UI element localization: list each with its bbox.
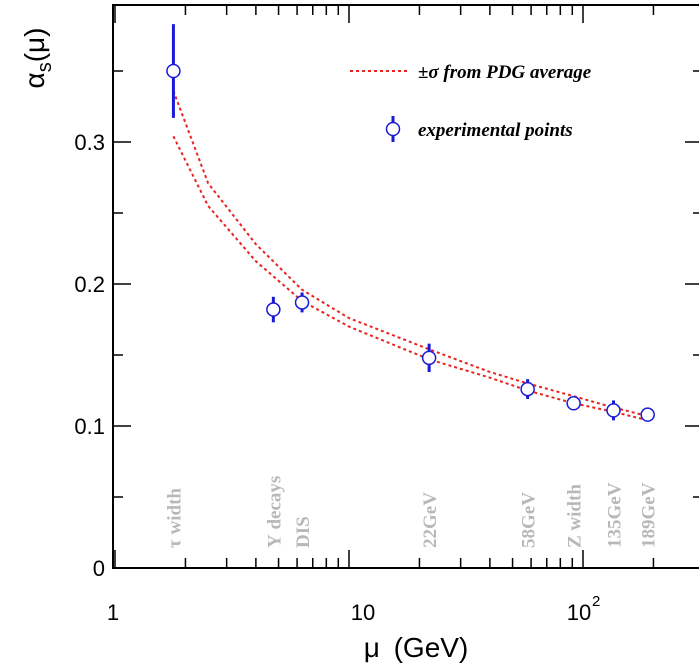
category-label: Υ decays	[264, 476, 285, 548]
x-tick-label-100-base: 10	[567, 600, 591, 625]
pdg-band	[172, 90, 648, 422]
legend-band-label: ±σ from PDG average	[418, 62, 592, 83]
y-axis-title-symbol: α	[19, 72, 50, 88]
data-point	[421, 350, 437, 366]
x-tick-label-100-exponent: 2	[592, 593, 600, 610]
x-tick-label-10: 10	[351, 600, 375, 625]
x-axis-title-unit: (GeV)	[394, 632, 469, 663]
legend-point-marker	[385, 121, 401, 137]
experimental-points	[166, 24, 655, 422]
category-label: Z width	[565, 484, 586, 548]
category-label: 135GeV	[604, 482, 625, 548]
category-labels: τ width Υ decays DIS 22GeV 58GeV Z width 135Ge…	[164, 476, 659, 548]
y-tick-label-0.2: 0.2	[74, 272, 105, 297]
legend: ±σ from PDG average experimental points	[350, 62, 592, 142]
data-point	[520, 381, 535, 397]
x-tick-label-1: 1	[107, 600, 119, 625]
y-tick-label-0: 0	[93, 556, 105, 581]
data-point	[640, 407, 655, 422]
data-point	[566, 396, 581, 411]
data-point	[294, 295, 310, 310]
data-point	[606, 403, 621, 418]
data-point	[266, 302, 281, 317]
category-label: 58GeV	[519, 492, 540, 548]
y-axis-title-subscript: s	[34, 62, 56, 72]
category-label: 22GeV	[420, 492, 441, 548]
y-axis-title-tail: (μ)	[19, 28, 50, 63]
category-label: 189GeV	[639, 482, 660, 548]
pdg-band-lower	[172, 135, 648, 422]
y-axis-title: αs(μ)	[19, 28, 56, 89]
legend-points-label: experimental points	[418, 120, 573, 141]
x-tick-labels: 1 10 10 2	[107, 593, 600, 625]
pdg-band-upper	[172, 90, 648, 418]
x-tick-label-100: 10 2	[567, 593, 601, 625]
plot-frame	[112, 4, 699, 569]
y-tick-label-0.3: 0.3	[74, 130, 105, 155]
x-axis-title: μ (GeV)	[364, 632, 469, 663]
data-point	[166, 63, 181, 79]
x-axis-title-symbol: μ	[364, 632, 380, 663]
y-tick-labels: 0 0.1 0.2 0.3	[74, 130, 105, 581]
category-label: DIS	[293, 516, 314, 548]
y-tick-label-0.1: 0.1	[74, 414, 105, 439]
axis-ticks	[113, 5, 699, 569]
category-label: τ width	[164, 488, 185, 548]
